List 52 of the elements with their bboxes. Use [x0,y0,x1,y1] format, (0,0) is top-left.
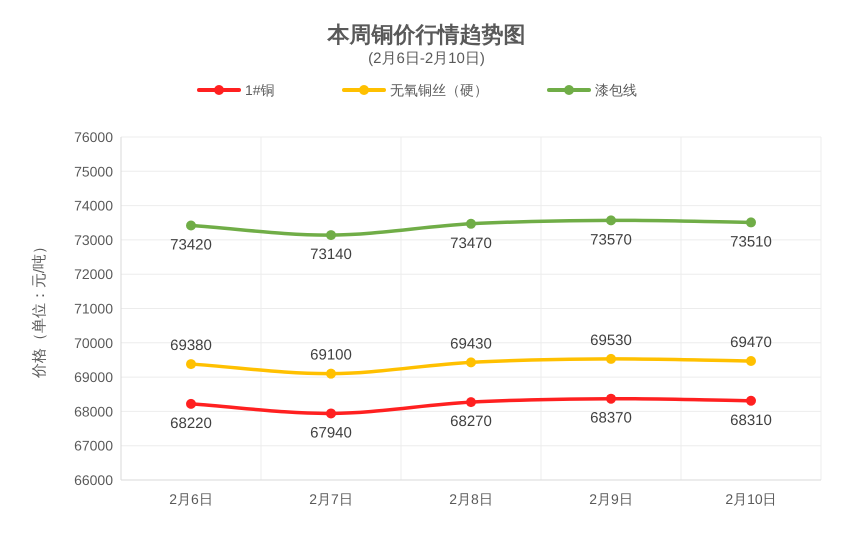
y-tick-label: 73000 [74,232,114,248]
y-axis-title: 价格（单位：元/吨） [31,238,48,380]
point [326,230,336,240]
y-tick-label: 69000 [74,369,114,386]
point [186,359,196,370]
point [746,217,756,228]
y-tick-label: 72000 [74,266,114,282]
data-label: 67940 [310,424,352,442]
point [746,356,756,366]
data-label: 69470 [730,334,772,351]
point [326,368,336,379]
y-tick-label: 75000 [74,163,114,180]
x-tick-label: 2月10日 [725,491,777,507]
data-label: 73570 [590,231,632,248]
data-label: 73140 [310,246,352,264]
data-label: 68270 [450,413,492,430]
x-tick-label: 2月7日 [309,491,353,507]
point [186,220,196,230]
x-tick-label: 2月9日 [589,491,633,507]
point [326,408,336,418]
legend-label: 1#铜 [245,82,275,98]
y-tick-label: 71000 [74,300,114,316]
y-tick-label: 76000 [74,129,114,145]
chart-title: 本周铜价行情趋势图 [326,22,526,47]
data-label: 69380 [170,337,212,354]
point [466,357,476,368]
point [186,398,196,409]
chart-subtitle: (2月6日-2月10日) [368,50,485,67]
x-tick-label: 2月8日 [449,491,493,507]
data-label: 69430 [450,335,492,352]
data-label: 73420 [170,236,212,254]
data-label: 68220 [170,414,212,432]
data-label: 73470 [450,234,492,252]
point [746,396,756,406]
point [466,397,476,408]
y-tick-label: 68000 [74,403,114,420]
legend-label: 漆包线 [595,82,637,98]
data-label: 69100 [310,346,352,364]
point [606,215,616,226]
point [606,394,616,404]
y-tick-label: 66000 [74,472,114,488]
legend-label: 无氧铜丝（硬） [390,82,488,98]
y-tick-label: 67000 [74,438,114,454]
data-label: 73510 [730,233,772,250]
x-tick-label: 2月6日 [169,491,213,507]
point [466,218,476,229]
data-label: 68370 [590,410,632,427]
data-label: 69530 [590,332,632,349]
data-label: 68310 [730,412,772,429]
point [606,354,616,364]
y-tick-label: 70000 [74,334,114,351]
y-tick-label: 74000 [74,198,114,214]
